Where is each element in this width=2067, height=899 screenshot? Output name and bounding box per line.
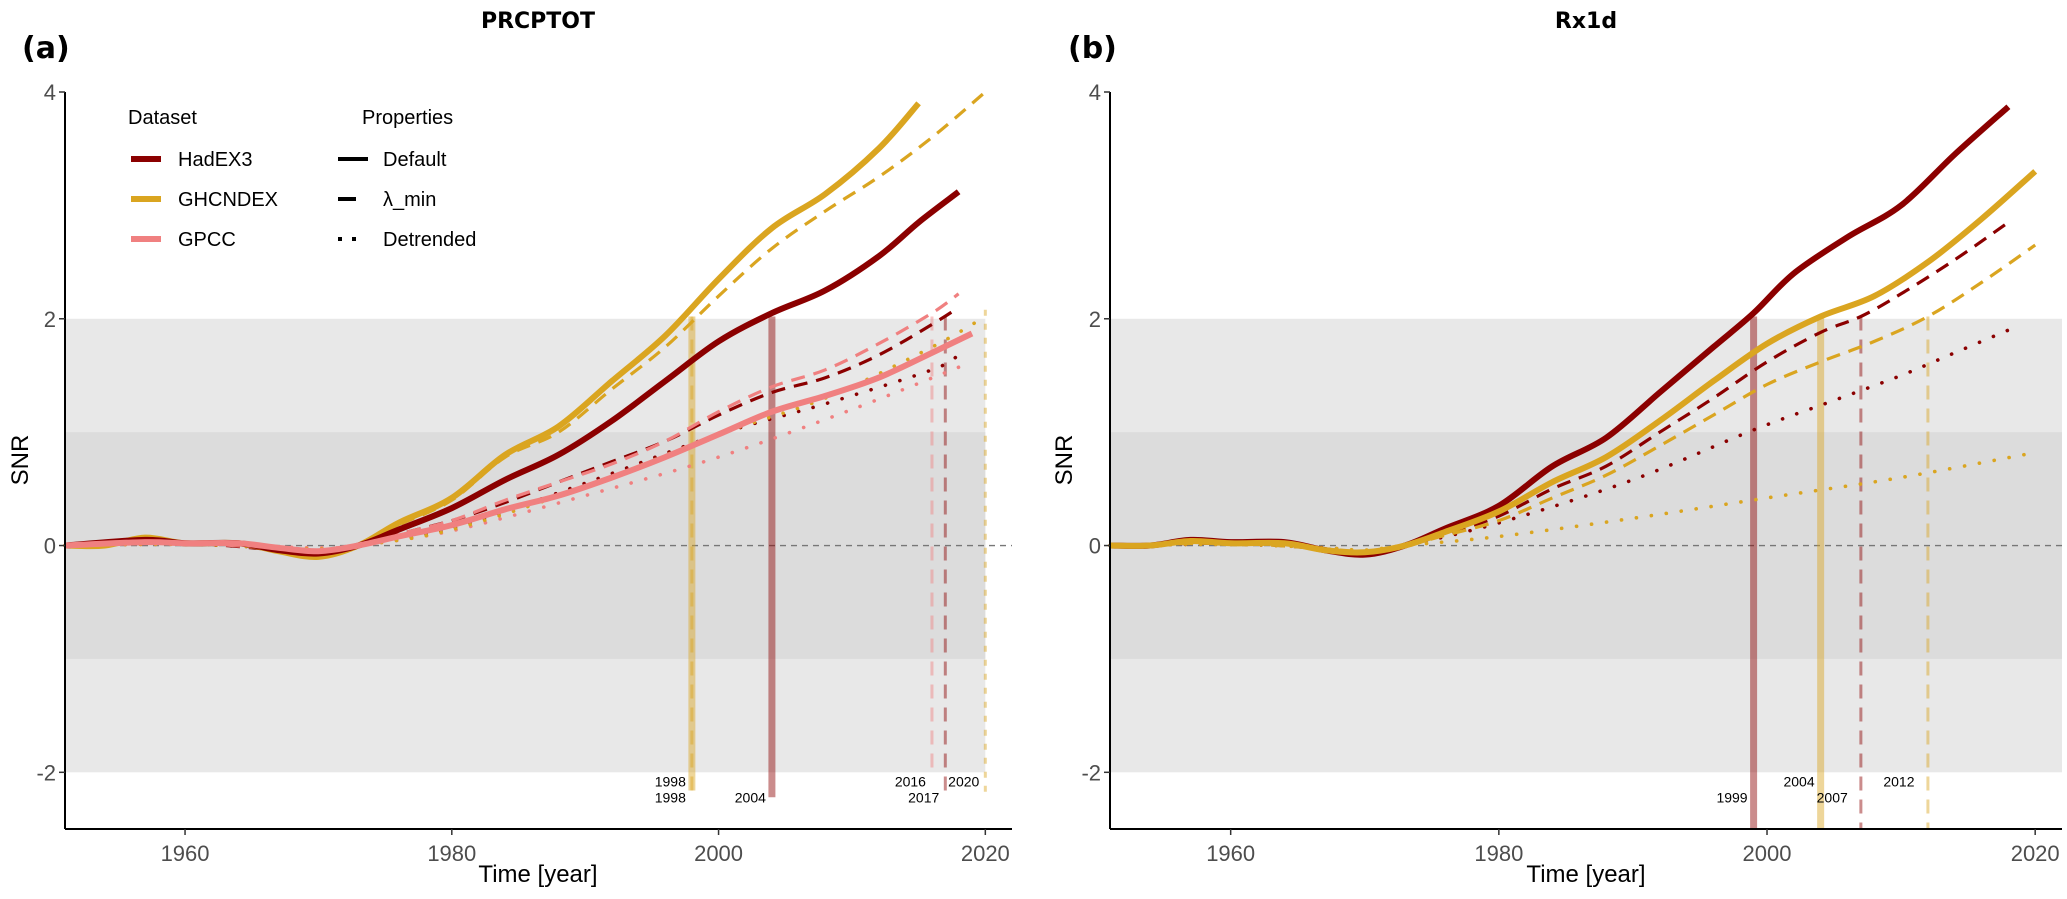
emergence-year-label: 1998 bbox=[655, 789, 686, 805]
emergence-year-label: 1999 bbox=[1716, 789, 1747, 805]
x-axis-title-a: Time [year] bbox=[478, 861, 597, 888]
x-tick-label: 2020 bbox=[961, 841, 1010, 866]
emergence-year-label: 2017 bbox=[908, 789, 939, 805]
legend-item-gpcc: GPCC bbox=[131, 229, 236, 251]
x-tick-label: 1960 bbox=[161, 841, 210, 866]
legend-label-default: Default bbox=[383, 149, 447, 171]
legend-item-hadex3: HadEX3 bbox=[131, 149, 253, 171]
x-tick-label: 2020 bbox=[2011, 841, 2060, 866]
y-tick-label: -2 bbox=[36, 760, 56, 785]
emergence-year-label: 2012 bbox=[1883, 773, 1914, 789]
y-tick-label: 0 bbox=[44, 534, 56, 559]
legend-dataset-title: Dataset bbox=[128, 107, 197, 129]
legend-label-lambda-min: λ_min bbox=[383, 189, 436, 211]
legend-properties-title: Properties bbox=[362, 107, 453, 129]
y-axis-title-a: SNR bbox=[7, 435, 34, 486]
series-line-hadex3-lambda-min bbox=[1109, 221, 2010, 554]
panel-label-a: (a) bbox=[22, 31, 70, 66]
legend-label-gpcc: GPCC bbox=[178, 229, 236, 251]
y-tick-label: 0 bbox=[1089, 534, 1101, 559]
series-line-gpcc-default bbox=[64, 330, 974, 555]
y-axis-title-b: SNR bbox=[1051, 435, 1078, 486]
legend-label-hadex3: HadEX3 bbox=[178, 149, 253, 171]
series-line-ghcndex-default bbox=[1109, 169, 2038, 556]
axes-a: -2 0 2 4 1960 1980 2000 2020 bbox=[36, 80, 1012, 866]
emergence-year-label: 2007 bbox=[1817, 789, 1848, 805]
x-tick-label: 2000 bbox=[1743, 841, 1792, 866]
axes-b: -2 0 2 4 1960 1980 2000 2020 bbox=[1081, 80, 2062, 866]
panel-title-a: PRCPTOT bbox=[481, 9, 595, 34]
y-tick-label: 2 bbox=[1089, 307, 1101, 332]
emergence-year-label: 2016 bbox=[895, 773, 926, 789]
series-line-gpcc-lambda-min bbox=[64, 292, 960, 553]
y-tick-label: 4 bbox=[44, 80, 56, 105]
panel-label-b: (b) bbox=[1068, 31, 1117, 66]
series-group-a bbox=[63, 90, 988, 561]
legend-item-detrended: Detrended bbox=[338, 229, 476, 251]
legend-item-default: Default bbox=[338, 149, 447, 171]
y-tick-label: 2 bbox=[44, 307, 56, 332]
emergence-year-label: 2004 bbox=[1783, 773, 1814, 789]
legend-item-ghcndex: GHCNDEX bbox=[131, 189, 278, 211]
y-tick-label: 4 bbox=[1089, 80, 1101, 105]
x-tick-label: 2000 bbox=[694, 841, 743, 866]
emergence-year-label: 2020 bbox=[948, 773, 979, 789]
x-tick-label: 1980 bbox=[1474, 841, 1523, 866]
legend-label-detrended: Detrended bbox=[383, 229, 476, 251]
legend-label-ghcndex: GHCNDEX bbox=[178, 189, 278, 211]
x-axis-title-b: Time [year] bbox=[1526, 861, 1645, 888]
emergence-year-label: 2004 bbox=[735, 789, 766, 805]
legend-item-lambda-min: λ_min bbox=[338, 189, 436, 211]
x-tick-label: 1960 bbox=[1206, 841, 1255, 866]
legend: Dataset Properties HadEX3 GHCNDEX GPCC D… bbox=[128, 107, 476, 251]
series-group-b bbox=[1108, 104, 2038, 558]
x-tick-label: 1980 bbox=[427, 841, 476, 866]
panel-title-b: Rx1d bbox=[1555, 9, 1617, 34]
y-tick-label: -2 bbox=[1081, 760, 1101, 785]
emergence-year-label: 1998 bbox=[655, 773, 686, 789]
